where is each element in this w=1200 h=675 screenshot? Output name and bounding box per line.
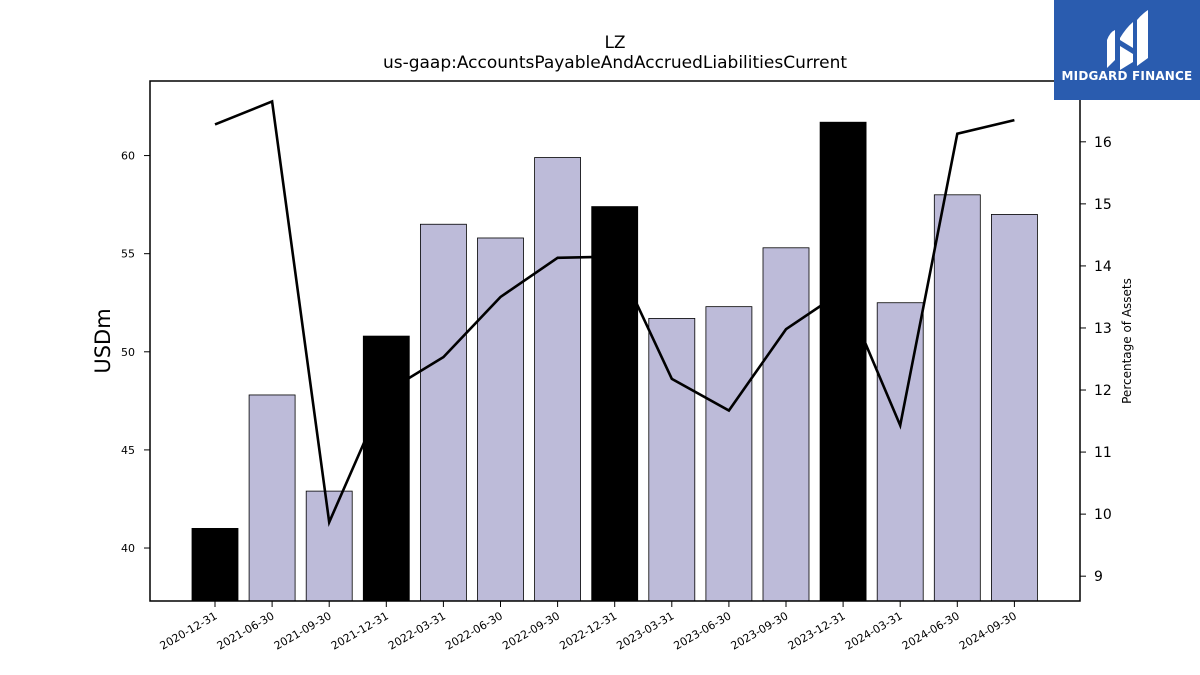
bar-2020-12-31	[191, 527, 239, 602]
bar-2022-06-30	[477, 237, 524, 602]
bar-2022-09-30	[534, 157, 581, 602]
bar-2022-03-31	[419, 223, 467, 602]
bar-2023-06-30	[705, 306, 753, 602]
bar-2024-09-30	[991, 214, 1038, 602]
x-tick-label-2024-09-30: 2024-09-30	[957, 609, 1019, 652]
bar-2021-06-30	[248, 394, 296, 602]
chart-subtitle: us-gaap:AccountsPayableAndAccruedLiabili…	[383, 53, 847, 73]
logo: MIDGARD FINANCE	[1054, 0, 1200, 100]
chart-title: LZ	[604, 33, 625, 53]
x-tick-label-2021-06-30: 2021-06-30	[215, 609, 277, 652]
x-tick-label-2023-03-31: 2023-03-31	[614, 609, 676, 652]
y-tick-label-40: 40	[121, 542, 135, 555]
logo-mark-icon	[1107, 10, 1148, 70]
bar-2023-12-31	[819, 121, 867, 602]
bar-2021-12-31	[362, 335, 410, 602]
y2-tick-label-14: 14	[1094, 259, 1112, 275]
x-tick-label-2024-06-30: 2024-06-30	[900, 609, 962, 652]
y-tick-label-55: 55	[121, 248, 135, 261]
bar-2022-12-31	[591, 206, 639, 602]
y-tick-label-50: 50	[121, 346, 135, 359]
y2-tick-label-15: 15	[1094, 197, 1112, 213]
x-tick-label-2022-03-31: 2022-03-31	[386, 609, 448, 652]
bar-layer	[191, 121, 1038, 602]
bar-2023-09-30	[762, 247, 810, 602]
bar-2024-06-30	[933, 194, 981, 602]
x-tick-label-2021-09-30: 2021-09-30	[272, 609, 334, 652]
y-tick-label-60: 60	[121, 150, 135, 163]
x-tick-label-2021-12-31: 2021-12-31	[329, 609, 391, 652]
bar-2023-03-31	[648, 318, 696, 602]
y-axis-label: USDm	[91, 308, 115, 373]
logo-text: MIDGARD FINANCE	[1061, 69, 1193, 83]
x-tick-label-2022-09-30: 2022-09-30	[500, 609, 562, 652]
line-layer	[214, 99, 1015, 527]
x-tick-label-2023-12-31: 2023-12-31	[786, 609, 848, 652]
y2-tick-label-13: 13	[1094, 321, 1112, 337]
percentage-line	[214, 99, 1015, 527]
y2-tick-label-11: 11	[1094, 445, 1112, 461]
x-tick-label-2023-09-30: 2023-09-30	[729, 609, 791, 652]
y2-tick-label-9: 9	[1094, 569, 1103, 585]
x-tick-label-2024-03-31: 2024-03-31	[843, 609, 905, 652]
y2-tick-label-12: 12	[1094, 383, 1112, 399]
x-tick-label-2023-06-30: 2023-06-30	[672, 609, 734, 652]
x-tick-label-2020-12-31: 2020-12-31	[158, 609, 220, 652]
y2-tick-label-10: 10	[1094, 507, 1112, 523]
y-tick-label-45: 45	[121, 444, 135, 457]
y2-tick-label-16: 16	[1094, 135, 1112, 151]
y2-axis-label: Percentage of Assets	[1120, 278, 1134, 404]
x-tick-label-2022-06-30: 2022-06-30	[443, 609, 505, 652]
x-tick-label-2022-12-31: 2022-12-31	[557, 609, 619, 652]
bar-2021-09-30	[305, 490, 353, 602]
